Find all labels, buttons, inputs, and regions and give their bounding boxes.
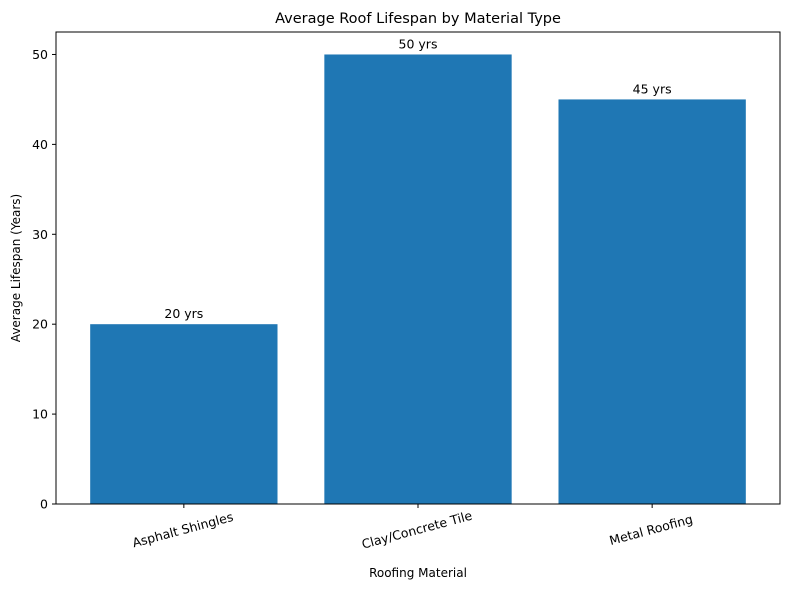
y-axis-label: Average Lifespan (Years) [9,194,23,342]
x-tick-label: Asphalt Shingles [131,509,235,550]
bar [90,324,278,504]
bar [558,99,746,504]
y-tick-label: 10 [32,407,48,422]
y-tick-label: 30 [32,227,48,242]
x-tick-label: Metal Roofing [608,511,695,548]
y-tick-label: 0 [40,497,48,512]
y-tick-label: 20 [32,317,48,332]
chart-title: Average Roof Lifespan by Material Type [275,11,561,27]
y-tick-label: 40 [32,137,48,152]
bar [324,54,512,504]
data-label: 50 yrs [399,36,438,51]
data-label: 45 yrs [633,81,672,96]
data-label: 20 yrs [164,306,203,321]
x-tick-label: Clay/Concrete Tile [360,508,474,552]
y-tick-label: 50 [32,47,48,62]
x-axis-label: Roofing Material [369,566,467,580]
